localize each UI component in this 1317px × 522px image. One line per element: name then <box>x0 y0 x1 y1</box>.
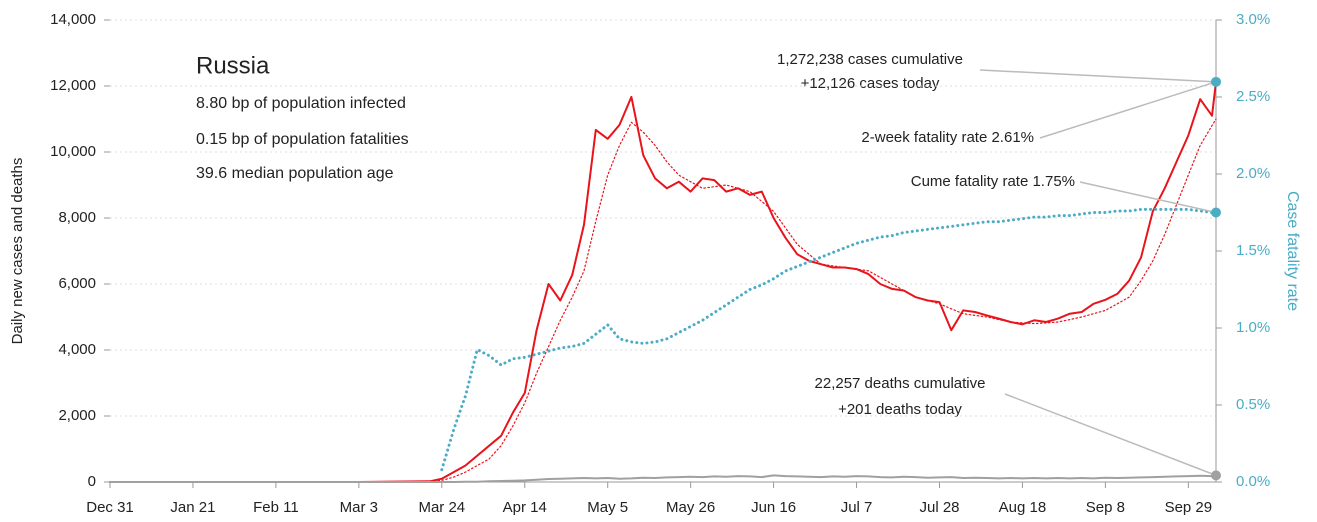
end-dot <box>1211 470 1221 481</box>
y2-tick-label: 1.0% <box>1236 319 1270 336</box>
x-tick-label: Aug 18 <box>999 499 1047 516</box>
series-line <box>109 118 1217 483</box>
x-tick-label: Mar 3 <box>340 499 378 516</box>
y2-tick-label: 2.0% <box>1236 165 1270 182</box>
callout-line <box>1039 81 1217 139</box>
x-tick-label: Jul 7 <box>841 499 873 516</box>
x-tick-label: Dec 31 <box>86 499 134 516</box>
y2-tick-label: 1.5% <box>1236 242 1270 259</box>
y-tick-label: 4,000 <box>58 341 96 358</box>
annotation: 22,257 deaths cumulative <box>815 375 986 392</box>
callout-line <box>1004 393 1217 477</box>
y-tick-label: 8,000 <box>58 209 96 226</box>
y2-tick-label: 3.0% <box>1236 11 1270 28</box>
annotation: +12,126 cases today <box>801 75 940 92</box>
end-dot <box>1211 76 1221 87</box>
x-tick-label: Jan 21 <box>170 499 215 516</box>
callout-line <box>979 69 1217 83</box>
x-tick-label: Feb 11 <box>253 499 299 516</box>
end-dot <box>1211 207 1221 218</box>
annotation: Cume fatality rate 1.75% <box>911 173 1075 190</box>
y2-tick-label: 0.0% <box>1236 473 1270 490</box>
x-tick-label: May 26 <box>666 499 715 516</box>
info-line: 39.6 median population age <box>196 165 394 182</box>
series-line <box>109 474 1217 483</box>
info-line: 8.80 bp of population infected <box>196 95 406 112</box>
x-tick-label: Apr 14 <box>503 499 547 516</box>
x-tick-label: May 5 <box>587 499 628 516</box>
y-tick-label: 14,000 <box>50 11 96 28</box>
y-tick-label: 12,000 <box>50 77 96 94</box>
y-tick-label: 2,000 <box>58 407 96 424</box>
x-tick-label: Jul 28 <box>919 499 959 516</box>
y-tick-label: 6,000 <box>58 275 96 292</box>
y2-axis-title: Case fatality rate <box>1284 191 1301 311</box>
x-tick-label: Jun 16 <box>751 499 796 516</box>
y2-tick-label: 0.5% <box>1236 396 1270 413</box>
x-tick-label: Mar 24 <box>418 499 465 516</box>
annotation: +201 deaths today <box>838 401 962 418</box>
y-tick-label: 0 <box>88 473 96 490</box>
annotation: 2-week fatality rate 2.61% <box>861 129 1034 146</box>
info-title: Russia <box>196 52 270 79</box>
callout-line <box>1079 181 1217 214</box>
info-line: 0.15 bp of population fatalities <box>196 131 409 148</box>
y2-tick-label: 2.5% <box>1236 88 1270 105</box>
x-tick-label: Sep 29 <box>1165 499 1213 516</box>
annotation: 1,272,238 cases cumulative <box>777 51 963 68</box>
y-axis-title: Daily new cases and deaths <box>9 158 26 345</box>
x-tick-label: Sep 8 <box>1086 499 1125 516</box>
series-line <box>109 80 1217 483</box>
y-tick-label: 10,000 <box>50 143 96 160</box>
series-line <box>440 207 1218 472</box>
